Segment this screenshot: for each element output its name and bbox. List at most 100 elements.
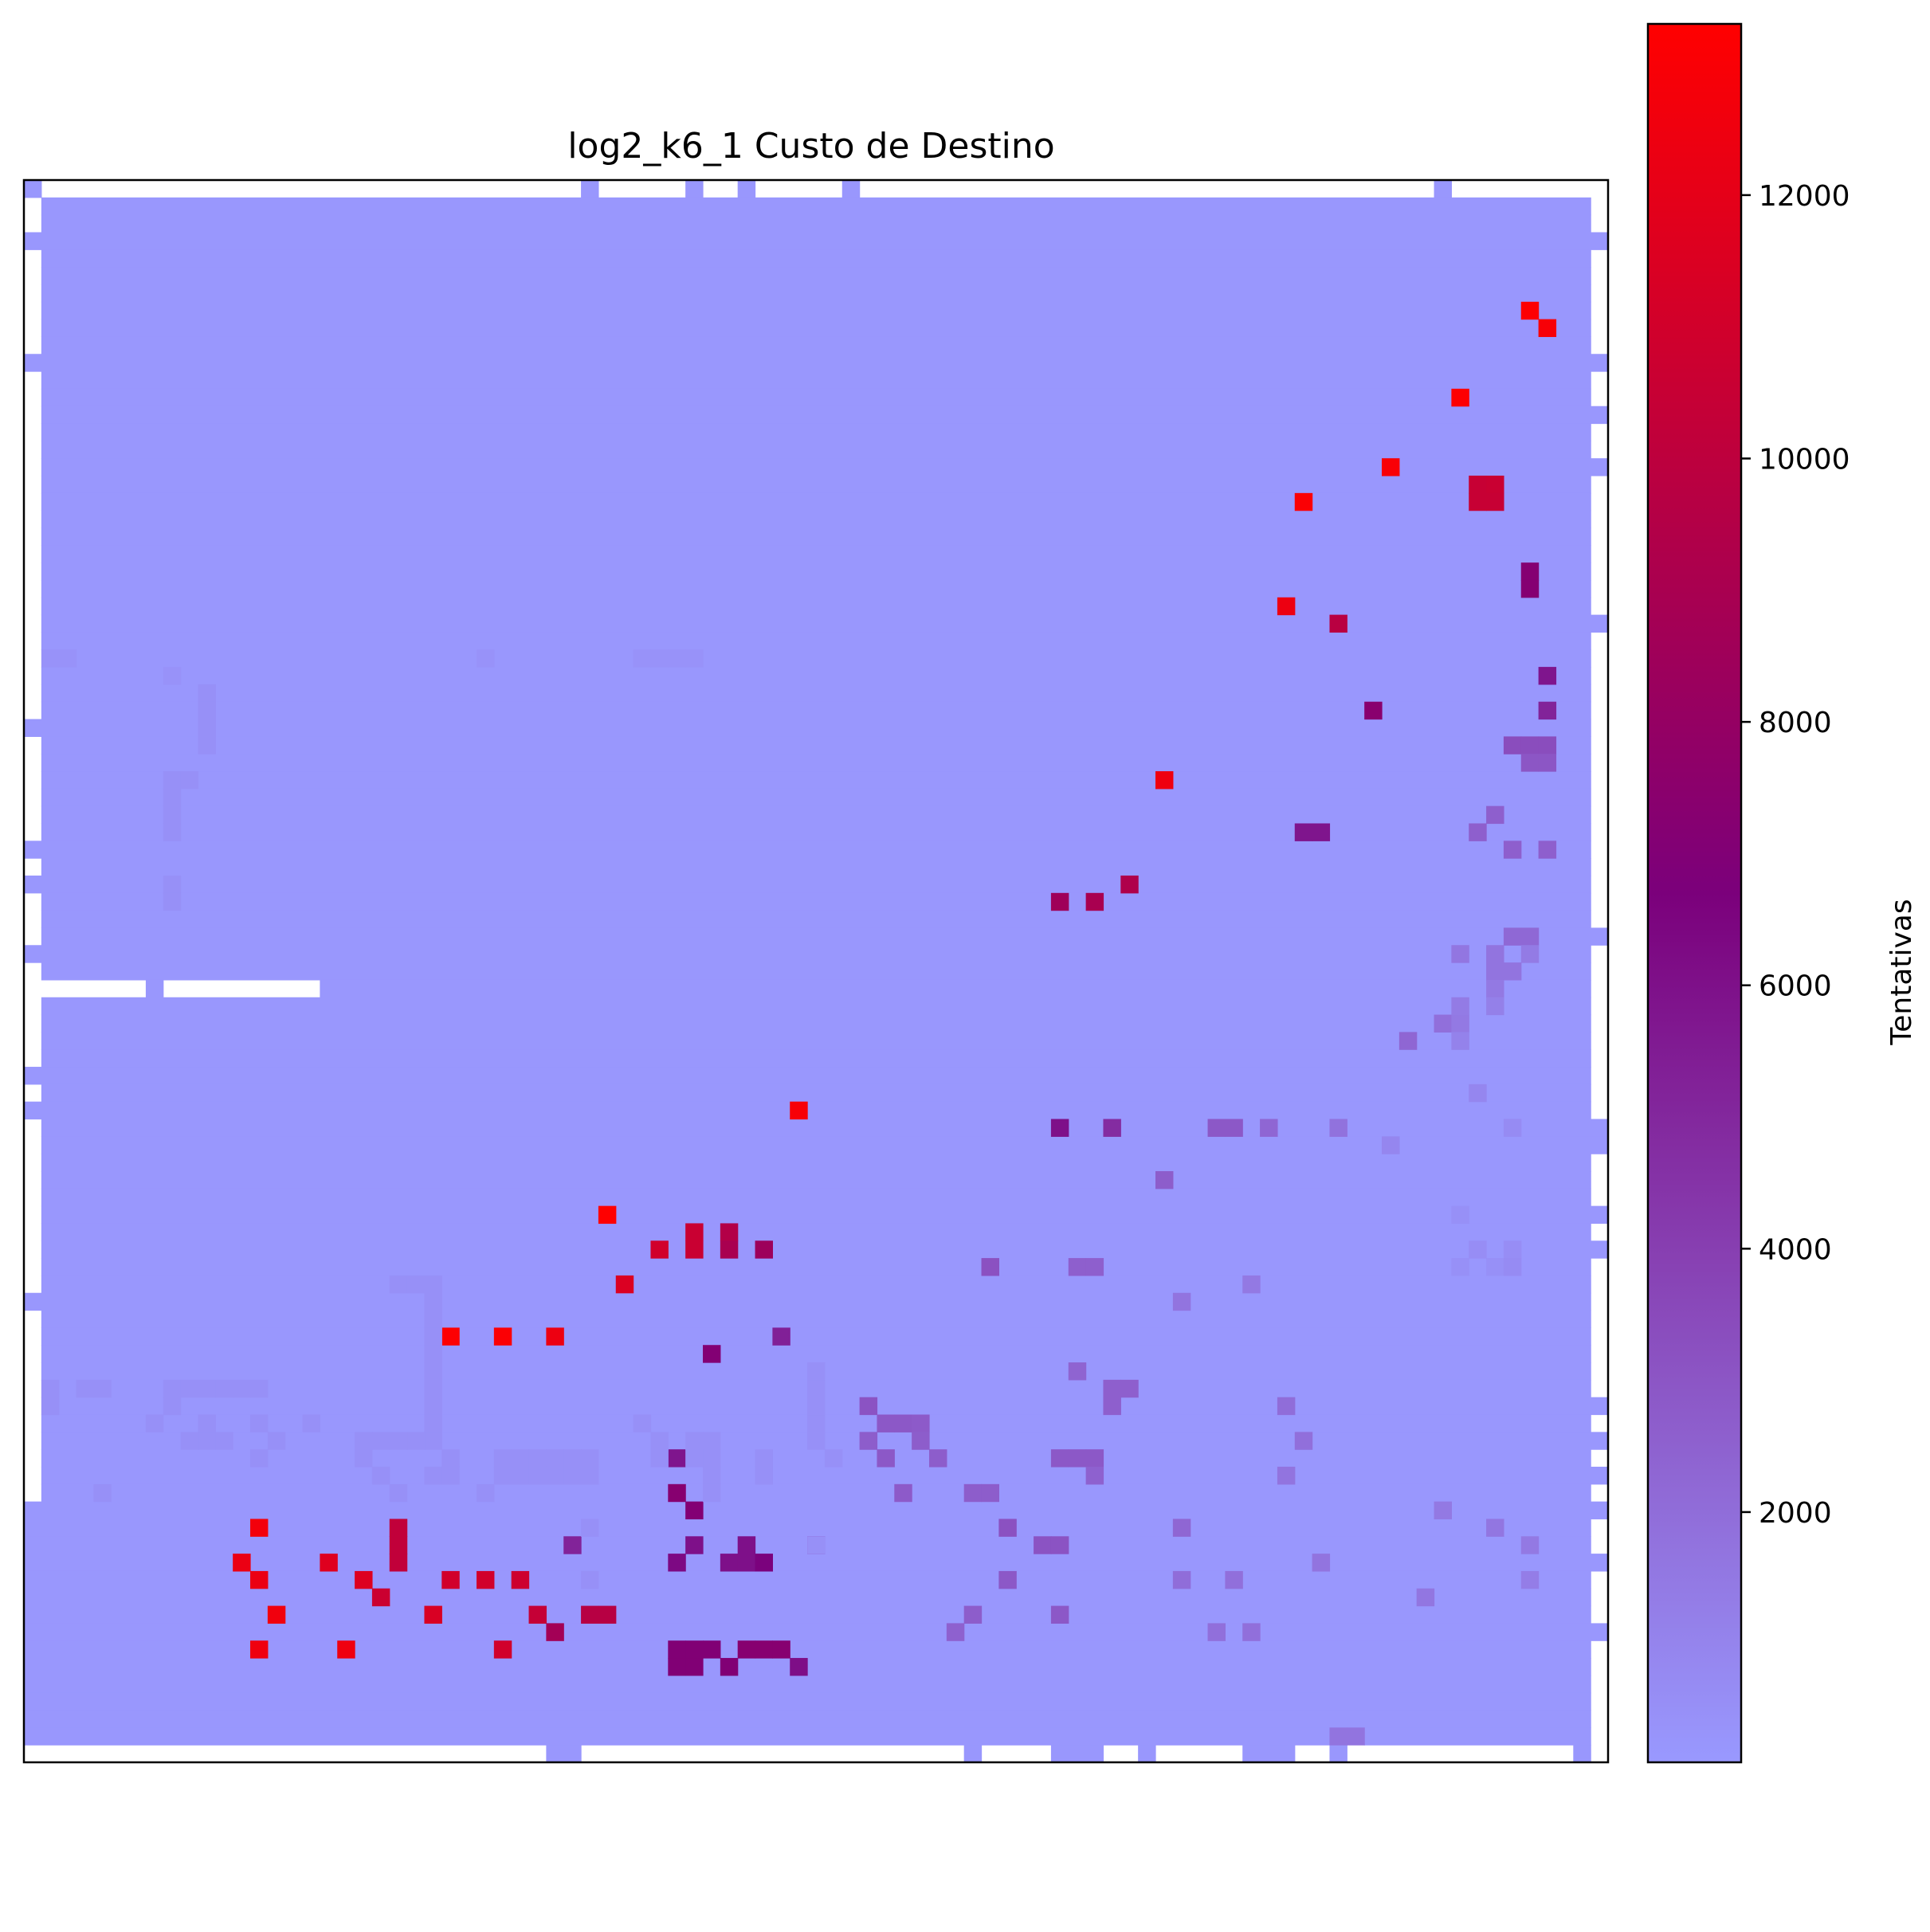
heatmap-cell-run <box>824 1379 1104 1398</box>
heatmap-cell-run <box>737 180 756 198</box>
heatmap-cell-run <box>1520 1240 1609 1259</box>
heatmap-cell-run <box>24 841 1504 859</box>
heatmap-cell-run <box>24 1519 251 1537</box>
heatmap-cell <box>198 701 216 720</box>
heatmap-cell-run <box>41 1136 1383 1154</box>
heatmap-cell-run <box>41 1483 94 1503</box>
heatmap-cell <box>546 1466 564 1485</box>
heatmap-cell-run <box>1225 1623 1243 1641</box>
heatmap-cell <box>424 1432 442 1450</box>
heatmap-cell-run <box>41 214 1591 233</box>
heatmap-cell <box>1520 579 1540 598</box>
heatmap-cell <box>1503 927 1522 946</box>
heatmap-cell <box>528 1466 547 1485</box>
colorbar-tick-label: 6000 <box>1759 970 1832 1003</box>
heatmap-cell <box>1520 945 1540 963</box>
heatmap-cell-run <box>1538 579 1591 598</box>
heatmap-cell <box>563 1466 582 1485</box>
heatmap-cell-run <box>41 1327 426 1346</box>
heatmap-cell-run <box>24 354 1609 372</box>
plot-frame <box>22 178 1610 1764</box>
heatmap-cell-run <box>41 197 1591 216</box>
heatmap-cell <box>877 1449 895 1468</box>
heatmap-cell-run <box>337 1554 390 1572</box>
heatmap-cell <box>1103 1379 1121 1398</box>
heatmap-cell-run <box>1120 1397 1278 1416</box>
heatmap-cell-run <box>58 1397 164 1416</box>
heatmap-cell-run <box>215 719 1591 737</box>
heatmap-cell-run <box>58 1379 77 1398</box>
heatmap-cell <box>424 1327 442 1346</box>
heatmap-cell-run <box>1138 1379 1591 1398</box>
heatmap-cell-run <box>1469 945 1487 963</box>
heatmap-cell <box>320 1554 338 1572</box>
heatmap-cell-run <box>441 1275 617 1294</box>
heatmap-cell-run <box>1503 1519 1591 1537</box>
heatmap-cell-run <box>41 805 164 825</box>
heatmap-cell-run <box>111 1379 164 1398</box>
heatmap-cell-run <box>1329 1554 1609 1572</box>
heatmap-cell-run <box>581 1536 686 1554</box>
heatmap-cell <box>1538 319 1557 338</box>
heatmap-cell <box>894 1414 912 1432</box>
heatmap-cell-run <box>441 1432 652 1450</box>
heatmap-cell <box>755 1640 773 1659</box>
heatmap-cell-run <box>1555 841 1591 859</box>
heatmap-cell-run <box>703 1501 1435 1520</box>
heatmap-cell-run <box>1469 1032 1591 1050</box>
heatmap-cell-run <box>1329 823 1469 841</box>
heatmap-cell-run <box>441 1345 704 1363</box>
heatmap-cell <box>1503 1240 1522 1259</box>
heatmap-cell <box>737 1554 756 1572</box>
heatmap-cell-run <box>1486 1240 1504 1259</box>
heatmap-cell-run <box>41 1275 390 1294</box>
heatmap-cell <box>163 1379 182 1398</box>
heatmap-cell <box>198 1414 216 1432</box>
heatmap-cell-run <box>598 1570 999 1589</box>
heatmap-cell <box>1520 301 1540 320</box>
heatmap-cell-run <box>946 1449 1052 1468</box>
heatmap-cell <box>1469 492 1487 511</box>
heatmap-cell-run <box>1538 927 1609 946</box>
heatmap-cell-run <box>41 458 1383 476</box>
heatmap-cell-run <box>41 1362 426 1381</box>
heatmap-cell-run <box>1347 614 1609 633</box>
heatmap-cell-run <box>1503 805 1591 825</box>
heatmap-cell <box>963 1605 983 1624</box>
heatmap-cell-run <box>267 1570 355 1589</box>
heatmap-cell-run <box>24 1292 426 1311</box>
heatmap-cell <box>720 1554 739 1572</box>
heatmap-cell-run <box>1434 180 1452 198</box>
heatmap-cell-run <box>1138 875 1591 894</box>
heatmap-cell-run <box>824 1536 1034 1554</box>
heatmap-cell-run <box>41 1032 1400 1050</box>
heatmap-cell <box>1225 1119 1243 1137</box>
heatmap-cell <box>1050 1536 1069 1554</box>
heatmap-cell <box>650 1449 669 1468</box>
heatmap-cell <box>1382 1136 1400 1154</box>
heatmap-cell <box>824 1449 843 1468</box>
heatmap-cell <box>355 1432 373 1450</box>
heatmap-cell-run <box>1172 1170 1591 1189</box>
heatmap-cell-run <box>894 1449 930 1468</box>
heatmap-cell-run <box>24 1588 373 1607</box>
heatmap-cell-run <box>1242 1119 1261 1137</box>
heatmap-cell-run <box>720 1449 756 1468</box>
heatmap-cell <box>1277 1397 1296 1416</box>
heatmap-cell <box>302 1414 320 1432</box>
heatmap-cell-run <box>41 962 1487 981</box>
heatmap-cell <box>929 1449 947 1468</box>
heatmap-cell <box>1538 667 1557 685</box>
heatmap-cell-run <box>41 1170 1156 1189</box>
heatmap-cell-run <box>1503 997 1591 1016</box>
heatmap-cell <box>406 1432 426 1450</box>
heatmap-cell-run <box>441 1414 634 1432</box>
heatmap-cell-run <box>41 1049 1591 1068</box>
heatmap-cell <box>1538 736 1557 754</box>
heatmap-cell-run <box>24 1692 1591 1711</box>
heatmap-cell-run <box>41 492 1296 511</box>
heatmap-cell-run <box>1469 388 1591 407</box>
heatmap-cell <box>1120 1379 1139 1398</box>
heatmap-cell <box>41 1397 60 1416</box>
heatmap-cell-run <box>24 1710 1591 1728</box>
